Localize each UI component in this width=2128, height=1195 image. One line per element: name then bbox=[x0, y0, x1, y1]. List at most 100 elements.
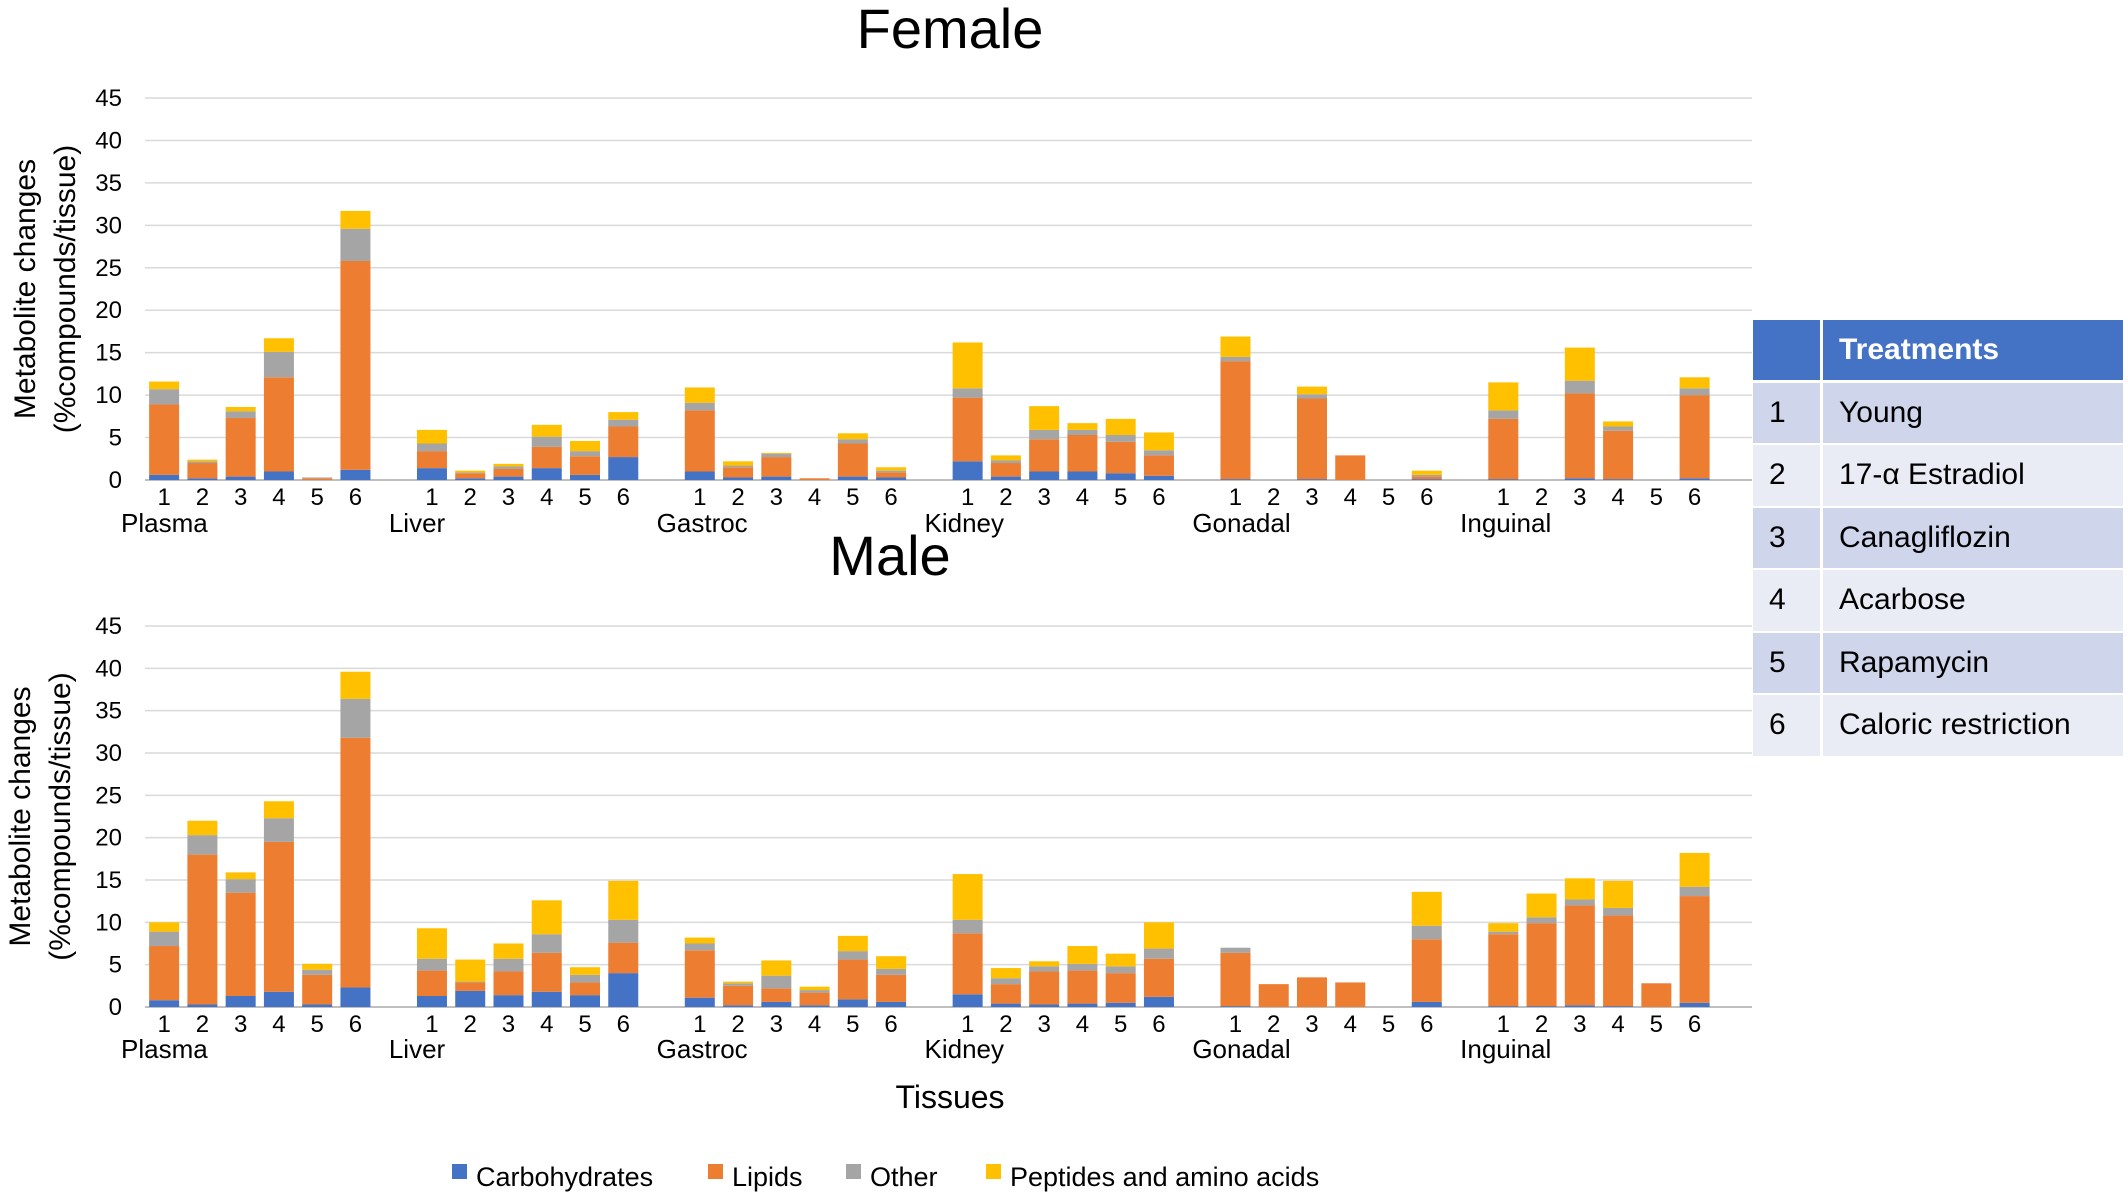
bar-segment-other bbox=[187, 835, 218, 855]
bar-segment-other bbox=[1679, 388, 1710, 396]
bar-segment-carbohydrates bbox=[990, 476, 1021, 480]
treatment-tick-label: 1 bbox=[1497, 1011, 1510, 1038]
bar-segment-other bbox=[608, 419, 639, 427]
treatment-tick-label: 6 bbox=[1420, 1011, 1433, 1038]
bar-segment-carbohydrates bbox=[493, 476, 524, 480]
treatment-num: 1 bbox=[1753, 382, 1823, 445]
bar-segment-peptides bbox=[1488, 923, 1519, 932]
bar-segment-peptides bbox=[952, 342, 983, 389]
bar-segment-other bbox=[1488, 931, 1519, 935]
bar-segment-lipids bbox=[340, 260, 371, 470]
panel-title: Female bbox=[857, 0, 1044, 60]
bar-segment-lipids bbox=[837, 959, 868, 1000]
bar-segment-carbohydrates bbox=[876, 477, 907, 480]
bar-segment-carbohydrates bbox=[455, 990, 486, 1007]
bar-segment-other bbox=[1564, 899, 1595, 906]
bar-segment-other bbox=[1488, 410, 1519, 419]
bar-segment-carbohydrates bbox=[1220, 1006, 1251, 1007]
bar-segment-other bbox=[455, 981, 486, 983]
bar-segment-carbohydrates bbox=[149, 1000, 180, 1007]
bar-segment-lipids bbox=[1641, 983, 1672, 1007]
bar-segment-peptides bbox=[1029, 406, 1060, 430]
treatments-header-num bbox=[1753, 320, 1823, 383]
bar-segment-other bbox=[1067, 963, 1098, 971]
bar-segment-other bbox=[225, 411, 256, 419]
treatment-tick-label: 6 bbox=[617, 1011, 630, 1038]
bar-segment-peptides bbox=[952, 874, 983, 920]
bar-segment-carbohydrates bbox=[149, 474, 180, 480]
legend-swatch-other bbox=[846, 1164, 861, 1179]
bar-segment-other bbox=[302, 969, 333, 975]
bar-segment-peptides bbox=[187, 459, 218, 462]
bar-segment-peptides bbox=[1105, 953, 1136, 967]
bar-segment-other bbox=[187, 461, 218, 464]
treatment-tick-label: 6 bbox=[1688, 1011, 1701, 1038]
bar-segment-peptides bbox=[761, 452, 792, 454]
bar-segment-peptides bbox=[876, 956, 907, 969]
bar-segment-carbohydrates bbox=[990, 1003, 1021, 1007]
bar-segment-carbohydrates bbox=[1679, 1002, 1710, 1007]
bar-segment-carbohydrates bbox=[455, 478, 486, 480]
bar-segment-lipids bbox=[187, 854, 218, 1005]
bar-segment-other bbox=[340, 228, 371, 261]
bar-segment-peptides bbox=[149, 381, 180, 390]
bar-segment-peptides bbox=[531, 900, 562, 935]
bar-segment-other bbox=[493, 958, 524, 972]
treatment-tick-label: 3 bbox=[234, 484, 247, 511]
treatment-tick-label: 3 bbox=[1037, 484, 1050, 511]
tissue-label: Kidney bbox=[925, 508, 1005, 538]
bar-segment-carbohydrates bbox=[1143, 475, 1174, 480]
treatment-tick-label: 6 bbox=[884, 484, 897, 511]
bar-segment-carbohydrates bbox=[1105, 473, 1136, 480]
bar-segment-lipids bbox=[416, 970, 447, 996]
legend-swatch-carbohydrates bbox=[452, 1164, 467, 1179]
treatment-tick-label: 5 bbox=[1114, 484, 1127, 511]
bar-segment-peptides bbox=[1220, 336, 1251, 357]
y-tick-label: 20 bbox=[95, 297, 122, 324]
treatment-tick-label: 2 bbox=[1535, 484, 1548, 511]
y-tick-label: 20 bbox=[95, 825, 122, 852]
treatment-num: 4 bbox=[1753, 570, 1823, 633]
bar-segment-peptides bbox=[1029, 961, 1060, 967]
y-axis-title: Metabolite changes bbox=[9, 159, 42, 419]
bar-segment-other bbox=[225, 879, 256, 893]
bar-segment-lipids bbox=[225, 418, 256, 477]
treatment-tick-label: 1 bbox=[1497, 484, 1510, 511]
bar-segment-other bbox=[1411, 474, 1442, 477]
bar-segment-peptides bbox=[1067, 946, 1098, 964]
bar-segment-carbohydrates bbox=[1564, 478, 1595, 480]
bar-segment-peptides bbox=[149, 922, 180, 932]
y-tick-label: 5 bbox=[109, 952, 122, 979]
bar-segment-peptides bbox=[990, 968, 1021, 979]
treatment-row: 4 Acarbose bbox=[1753, 570, 2123, 633]
bar-segment-lipids bbox=[1067, 435, 1098, 472]
treatment-tick-label: 2 bbox=[1267, 1011, 1280, 1038]
treatment-tick-label: 4 bbox=[272, 484, 285, 511]
bar-segment-other bbox=[1603, 426, 1634, 431]
bar-segment-lipids bbox=[761, 988, 792, 1002]
treatment-tick-label: 2 bbox=[1535, 1011, 1548, 1038]
bar-segment-other bbox=[952, 919, 983, 934]
bar-segment-other bbox=[531, 436, 562, 447]
treatment-label: Acarbose bbox=[1823, 570, 2123, 633]
bar-segment-lipids bbox=[1105, 973, 1136, 1003]
bar-segment-peptides bbox=[225, 406, 256, 412]
treatments-header-row: Treatments bbox=[1753, 320, 2123, 383]
bar-segment-peptides bbox=[187, 820, 218, 836]
bar-segment-other bbox=[340, 698, 371, 738]
legend-label: Lipids bbox=[732, 1162, 803, 1192]
bar-segment-carbohydrates bbox=[187, 478, 218, 480]
bar-segment-carbohydrates bbox=[1029, 1004, 1060, 1007]
bar-segment-carbohydrates bbox=[1488, 479, 1519, 480]
bar-segment-peptides bbox=[225, 872, 256, 880]
bar-segment-lipids bbox=[455, 473, 486, 479]
bar-segment-lipids bbox=[570, 982, 601, 996]
treatment-row: 6 Caloric restriction bbox=[1753, 695, 2123, 758]
treatment-tick-label: 1 bbox=[693, 484, 706, 511]
tissue-label: Gastroc bbox=[657, 508, 748, 538]
bar-segment-lipids bbox=[570, 456, 601, 475]
legend-label: Peptides and amino acids bbox=[1010, 1162, 1319, 1192]
bar-segment-carbohydrates bbox=[531, 991, 562, 1007]
bar-segment-carbohydrates bbox=[416, 995, 447, 1007]
treatment-num: 5 bbox=[1753, 632, 1823, 695]
